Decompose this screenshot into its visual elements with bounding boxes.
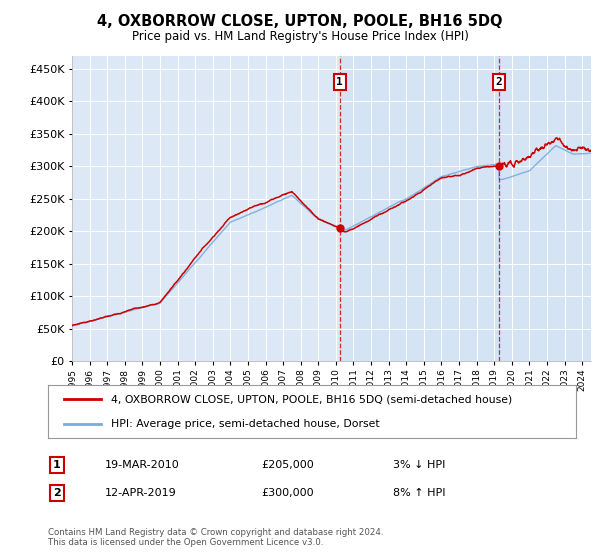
Text: 1: 1 xyxy=(53,460,61,470)
Text: 8% ↑ HPI: 8% ↑ HPI xyxy=(393,488,445,498)
Text: 3% ↓ HPI: 3% ↓ HPI xyxy=(393,460,445,470)
Text: £205,000: £205,000 xyxy=(261,460,314,470)
Text: 12-APR-2019: 12-APR-2019 xyxy=(105,488,177,498)
Text: Price paid vs. HM Land Registry's House Price Index (HPI): Price paid vs. HM Land Registry's House … xyxy=(131,30,469,43)
Text: 4, OXBORROW CLOSE, UPTON, POOLE, BH16 5DQ: 4, OXBORROW CLOSE, UPTON, POOLE, BH16 5D… xyxy=(97,14,503,29)
Bar xyxy=(340,56,499,361)
Text: £300,000: £300,000 xyxy=(261,488,314,498)
Text: 4, OXBORROW CLOSE, UPTON, POOLE, BH16 5DQ (semi-detached house): 4, OXBORROW CLOSE, UPTON, POOLE, BH16 5D… xyxy=(112,394,512,404)
Text: Contains HM Land Registry data © Crown copyright and database right 2024.
This d: Contains HM Land Registry data © Crown c… xyxy=(48,528,383,547)
Text: 2: 2 xyxy=(53,488,61,498)
Text: 1: 1 xyxy=(337,77,343,87)
Text: 19-MAR-2010: 19-MAR-2010 xyxy=(105,460,180,470)
Text: 2: 2 xyxy=(496,77,503,87)
Bar xyxy=(499,56,591,361)
Text: HPI: Average price, semi-detached house, Dorset: HPI: Average price, semi-detached house,… xyxy=(112,418,380,428)
